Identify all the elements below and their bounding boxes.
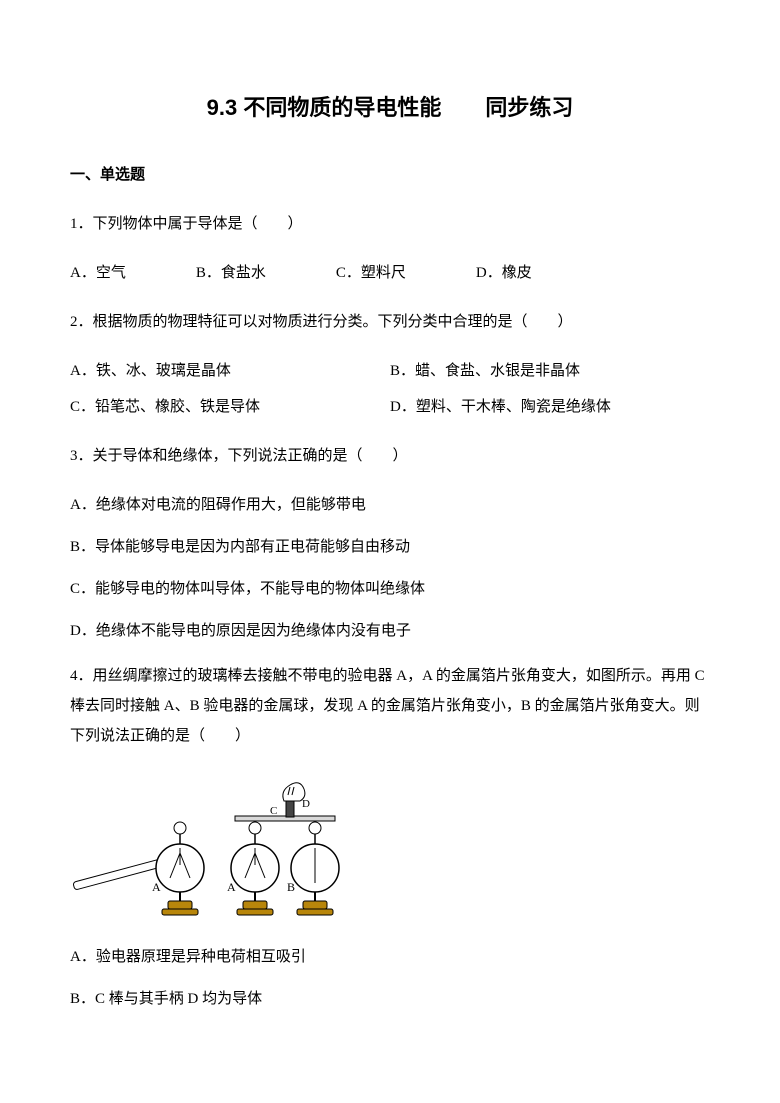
- electroscope-b-icon: B: [287, 822, 339, 915]
- handle-d-icon: D: [283, 783, 310, 817]
- q1-options: A．空气 B．食盐水 C．塑料尺 D．橡皮: [70, 261, 710, 285]
- q2-opt-d: D．塑料、干木棒、陶瓷是绝缘体: [390, 395, 710, 419]
- q2-opt-c: C．铅笔芯、橡胶、铁是导体: [70, 395, 390, 419]
- q3-opt-a: A．绝缘体对电流的阻碍作用大，但能够带电: [70, 493, 710, 517]
- q1-stem: 1．下列物体中属于导体是（ ）: [70, 209, 710, 239]
- label-c: C: [270, 805, 277, 817]
- q1-opt-b: B．食盐水: [196, 261, 266, 285]
- q1-opt-c: C．塑料尺: [336, 261, 406, 285]
- electroscope-a1-icon: A: [152, 822, 204, 915]
- q2-options: A．铁、冰、玻璃是晶体 B．蜡、食盐、水银是非晶体 C．铅笔芯、橡胶、铁是导体 …: [70, 359, 710, 419]
- q1-opt-d: D．橡皮: [476, 261, 532, 285]
- rod-c-icon: C: [235, 805, 335, 821]
- q2-opt-a: A．铁、冰、玻璃是晶体: [70, 359, 390, 383]
- q1-opt-a: A．空气: [70, 261, 126, 285]
- q4-figure: A A B C D: [70, 773, 710, 923]
- section-header: 一、单选题: [70, 163, 710, 187]
- q3-stem: 3．关于导体和绝缘体，下列说法正确的是（ ）: [70, 441, 710, 471]
- electroscope-a2-icon: A: [227, 822, 279, 915]
- q4-opt-a: A．验电器原理是异种电荷相互吸引: [70, 945, 710, 969]
- q2-stem: 2．根据物质的物理特征可以对物质进行分类。下列分类中合理的是（ ）: [70, 307, 710, 337]
- q4-stem: 4．用丝绸摩擦过的玻璃棒去接触不带电的验电器 A，A 的金属箔片张角变大，如图所…: [70, 661, 710, 751]
- label-b: B: [287, 880, 295, 894]
- q2-opt-b: B．蜡、食盐、水银是非晶体: [390, 359, 710, 383]
- label-d: D: [302, 798, 310, 810]
- page-title: 9.3 不同物质的导电性能 同步练习: [70, 90, 710, 125]
- label-a2: A: [227, 880, 236, 894]
- q4-opt-b: B．C 棒与其手柄 D 均为导体: [70, 987, 710, 1011]
- q3-opt-c: C．能够导电的物体叫导体，不能导电的物体叫绝缘体: [70, 577, 710, 601]
- q3-opt-b: B．导体能够导电是因为内部有正电荷能够自由移动: [70, 535, 710, 559]
- q3-opt-d: D．绝缘体不能导电的原因是因为绝缘体内没有电子: [70, 619, 710, 643]
- label-a1: A: [152, 880, 161, 894]
